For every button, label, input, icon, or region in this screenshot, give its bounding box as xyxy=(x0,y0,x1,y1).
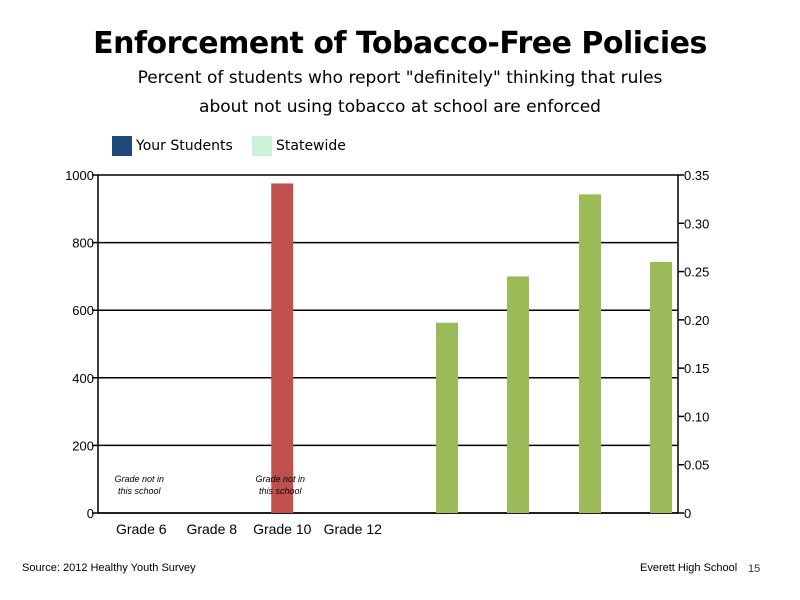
y-right-tick-label: 0.30 xyxy=(684,216,709,231)
legend-swatch-your-students xyxy=(112,136,132,156)
bar-statewide-3 xyxy=(650,261,672,513)
legend-swatch-statewide xyxy=(252,136,272,156)
bar-statewide-2 xyxy=(579,194,601,514)
legend-label-statewide: Statewide xyxy=(276,138,346,154)
school-name: Everett High School xyxy=(640,562,738,574)
bar-statewide-0 xyxy=(436,322,458,513)
annotation-line2: this school xyxy=(118,486,162,496)
legend-label-your-students: Your Students xyxy=(136,138,233,154)
chart-subtitle-line1: Percent of students who report "definite… xyxy=(137,68,663,88)
x-tick-label: Grade 8 xyxy=(186,521,237,537)
y-left-tick-label: 400 xyxy=(72,371,94,386)
y-right-tick-label: 0.15 xyxy=(684,361,709,376)
y-left-tick-label: 200 xyxy=(72,438,94,453)
y-right-tick-label: 0 xyxy=(684,506,691,521)
y-left-tick-label: 1000 xyxy=(65,168,94,183)
y-right-tick-label: 0.05 xyxy=(684,458,709,473)
chart-title: Enforcement of Tobacco-Free Policies xyxy=(93,26,707,61)
source-note: Source: 2012 Healthy Youth Survey xyxy=(22,562,196,574)
x-tick-label: Grade 12 xyxy=(324,521,383,537)
chart-subtitle-line2: about not using tobacco at school are en… xyxy=(199,97,601,117)
y-right-tick-label: 0.25 xyxy=(684,265,709,280)
bar-your-students-0 xyxy=(271,183,294,513)
x-tick-label: Grade 10 xyxy=(253,521,312,537)
y-right-tick-label: 0.20 xyxy=(684,313,709,328)
x-tick-label: Grade 6 xyxy=(116,521,167,537)
annotation-line2: this school xyxy=(259,486,303,496)
y-right-tick-label: 0.35 xyxy=(684,168,709,183)
bar-statewide-1 xyxy=(507,276,529,513)
y-right-tick-label: 0.10 xyxy=(684,409,709,424)
annotation-line1: Grade not in xyxy=(114,474,164,484)
annotation-line1: Grade not in xyxy=(255,474,305,484)
page-number: 15 xyxy=(748,563,761,575)
y-left-tick-label: 800 xyxy=(72,236,94,251)
y-left-tick-label: 0 xyxy=(87,506,94,521)
y-left-tick-label: 600 xyxy=(72,303,94,318)
